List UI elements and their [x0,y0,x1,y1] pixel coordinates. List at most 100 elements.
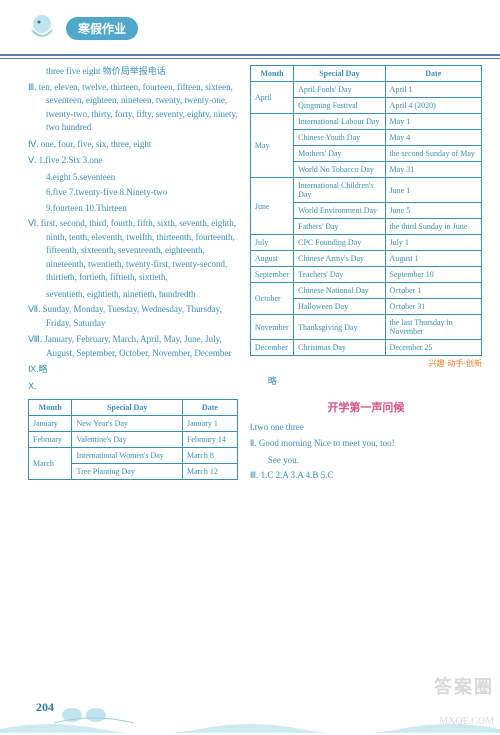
answer-iv: Ⅳ. one, four, five, six, three, eight [28,138,238,152]
cell: International Children's Day [294,178,385,203]
cell: June [250,178,293,235]
page-header: 寒假作业 [0,0,500,52]
col-special-day: Special Day [72,400,182,416]
cell: Fathers' Day [294,219,385,235]
table-row: JulyCPC Founding DayJuly 1 [250,235,481,251]
table-row: SeptemberTeachers' DaySeptember 10 [250,267,481,283]
answer-ii-b: See you. [250,454,482,468]
table-row: February Valentine's Day February 14 [29,432,238,448]
text-line: three five eight 物价局举报电话 [28,65,238,79]
cell: December 25 [385,340,481,356]
cell: World No Tobacco Day [294,162,385,178]
table-header-row: Month Special Day Date [29,400,238,416]
cell: March 8 [182,448,237,464]
watermark-text: 答案圈 [434,673,494,699]
cell: April Fools' Day [294,82,385,98]
divider [0,58,500,59]
cell: August 1 [385,251,481,267]
col-month: Month [250,66,293,82]
cell: New Year's Day [72,416,182,432]
cell: Tree Planting Day [72,464,182,480]
col-date: Date [182,400,237,416]
table-row: AprilApril Fools' DayApril 1 [250,82,481,98]
col-month: Month [29,400,72,416]
right-column: Month Special Day Date AprilApril Fools'… [246,65,482,625]
content-columns: three five eight 物价局举报电话 Ⅲ. ten, eleven,… [0,65,500,625]
answer-vii: Ⅶ. Sunday, Monday, Tuesday, Wednesday, T… [28,303,238,330]
cell: November [250,315,293,340]
cell: May 4 [385,130,481,146]
cell: June 1 [385,178,481,203]
cell: July 1 [385,235,481,251]
left-column: three five eight 物价局举报电话 Ⅲ. ten, eleven,… [28,65,246,625]
col-special-day: Special Day [294,66,385,82]
cell: December [250,340,293,356]
cell: International Women's Day [72,448,182,464]
cell: March 12 [182,464,237,480]
answer-x: Ⅹ. [28,380,238,394]
section-title: 开学第一声问候 [250,399,482,415]
wave-decor-icon [0,719,500,733]
cell: January [29,416,72,432]
cell: Teachers' Day [294,267,385,283]
table-header-row: Month Special Day Date [250,66,481,82]
cell: June 5 [385,203,481,219]
cell: Thanksgiving Day [294,315,385,340]
answer-v-2: 4.eight 5.seventeen [28,171,238,185]
cell: Qingming Festival [294,98,385,114]
cell: CPC Founding Day [294,235,385,251]
table-row: March International Women's Day March 8 [29,448,238,464]
answer-vi: Ⅵ. first, second, third, fourth, fifth, … [28,217,238,285]
table-row: AugustChinese Army's DayAugust 1 [250,251,481,267]
cell: September 10 [385,267,481,283]
cell: the second Sunday of May [385,146,481,162]
cell: May [250,114,293,178]
cell: Christmas Day [294,340,385,356]
answer-iii: Ⅲ. ten, eleven, twelve, thirteen, fourte… [28,81,238,135]
answer-iii-bottom: Ⅲ. 1.C 2.A 3.A 4.B 5.C [250,469,482,483]
cell: the third Sunday in June [385,219,481,235]
answer-viii: Ⅷ. January, February, March, April, May,… [28,333,238,360]
table-row: January New Year's Day January 1 [29,416,238,432]
answer-ix: Ⅸ.略 [28,363,238,377]
table-row: OctoberChinese National DayOctober 1 [250,283,481,299]
col-date: Date [385,66,481,82]
cell: Halloween Day [294,299,385,315]
cell: October [250,283,293,315]
cell: October 31 [385,299,481,315]
table-row: JuneInternational Children's DayJune 1 [250,178,481,203]
cell: March [29,448,72,480]
cell: Mothers' Day [294,146,385,162]
cell: February [29,432,72,448]
cell: February 14 [182,432,237,448]
cell: Valentine's Day [72,432,182,448]
cell: Chinese Army's Day [294,251,385,267]
answer-v-1: Ⅴ. 1.five 2.Six 3.one [28,154,238,168]
cell: April [250,82,293,114]
cell: September [250,267,293,283]
table-row: DecemberChristmas DayDecember 25 [250,340,481,356]
cell: the last Thursday in November [385,315,481,340]
cell: October 1 [385,283,481,299]
right-table: Month Special Day Date AprilApril Fools'… [250,65,482,356]
footer-tagline: 兴趣·动手·创新 [250,358,482,369]
cell: April 1 [385,82,481,98]
cell: International Labour Day [294,114,385,130]
bird-head-icon [22,8,62,48]
page-footer: 204 [0,683,500,733]
answer-v-4: 9.fourteen 10.Thirteen [28,202,238,216]
table-row: MayInternational Labour DayMay 1 [250,114,481,130]
table-row: NovemberThanksgiving Daythe last Thursda… [250,315,481,340]
cell: July [250,235,293,251]
answer-ii: Ⅱ. Good morning Nice to meet you, too! [250,437,482,451]
cell: May 1 [385,114,481,130]
left-table: Month Special Day Date January New Year'… [28,399,238,480]
cell: World Environment Day [294,203,385,219]
page-title: 寒假作业 [66,17,138,40]
answer-i: Ⅰ.two one three [250,421,482,435]
page-number: 204 [36,700,54,715]
answer-v-3: 6.five 7.twenty-five 8.Ninety-two [28,186,238,200]
text-lue: 略 [250,375,482,389]
cell: January 1 [182,416,237,432]
cell: Chinese Youth Day [294,130,385,146]
